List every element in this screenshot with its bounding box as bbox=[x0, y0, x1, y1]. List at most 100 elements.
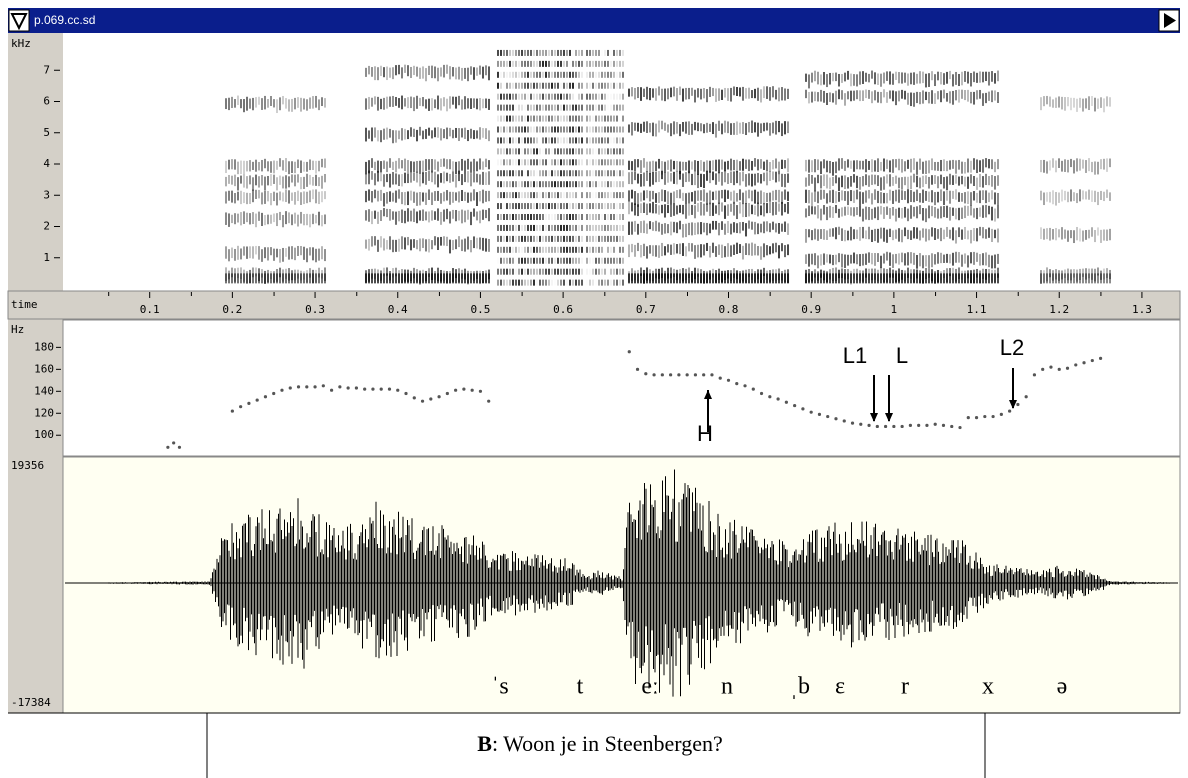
spectrogram-texture bbox=[554, 181, 556, 187]
spectrogram-texture bbox=[724, 121, 726, 133]
spectrogram-texture bbox=[425, 239, 427, 251]
spectrogram-texture bbox=[838, 89, 840, 99]
spectrogram-texture bbox=[473, 159, 475, 171]
spectrogram-texture bbox=[823, 273, 825, 283]
pitch-point bbox=[958, 426, 961, 429]
spectrogram-texture bbox=[673, 172, 675, 184]
spectrogram-texture bbox=[967, 90, 969, 102]
spectrogram-texture bbox=[434, 236, 436, 245]
spectrogram-texture bbox=[781, 123, 783, 136]
spectrogram-texture bbox=[446, 159, 448, 169]
spectrogram-texture bbox=[709, 87, 711, 97]
transcription-symbol: ˈs bbox=[491, 674, 508, 700]
spectrogram-texture bbox=[560, 137, 562, 143]
spectrogram-texture bbox=[979, 254, 981, 266]
spectrogram-texture bbox=[533, 148, 535, 154]
spectrogram-texture bbox=[961, 193, 963, 202]
spectrogram-texture bbox=[640, 193, 642, 202]
spectrogram-texture bbox=[832, 228, 834, 236]
spectrogram-texture bbox=[497, 170, 499, 176]
spectrogram-texture bbox=[838, 227, 840, 235]
spectrogram-texture bbox=[928, 73, 930, 87]
spectrogram-texture bbox=[1067, 192, 1069, 202]
spectrogram-texture bbox=[1043, 96, 1045, 106]
spectrogram-texture bbox=[545, 269, 547, 275]
spectrogram-texture bbox=[578, 127, 580, 133]
spectrogram-texture bbox=[443, 192, 445, 202]
spectrogram-texture bbox=[237, 192, 239, 201]
spectrogram-texture bbox=[700, 222, 702, 234]
spectrogram-texture bbox=[661, 161, 663, 175]
spectrogram-texture bbox=[557, 50, 559, 56]
spectrogram-texture bbox=[634, 203, 636, 215]
spectrogram-texture bbox=[946, 206, 948, 218]
spectrogram-texture bbox=[745, 174, 747, 187]
spectrogram-texture bbox=[1067, 97, 1069, 106]
spectrogram-texture bbox=[706, 171, 708, 181]
spectrogram-texture bbox=[970, 161, 972, 173]
spectrogram-texture bbox=[589, 225, 591, 231]
spectrogram-texture bbox=[655, 172, 657, 183]
spectrogram-texture bbox=[976, 273, 978, 283]
spectrogram-texture bbox=[503, 105, 505, 111]
spectrogram-texture bbox=[485, 172, 487, 185]
spectrogram-texture bbox=[407, 65, 409, 76]
spectrogram-texture bbox=[874, 189, 876, 200]
spectrogram-texture bbox=[560, 258, 562, 264]
spectrogram-texture bbox=[237, 214, 239, 223]
spectrogram-texture bbox=[637, 159, 639, 167]
waveform-max: 19356 bbox=[11, 459, 44, 472]
spectrogram-texture bbox=[267, 161, 269, 171]
spectrogram-texture bbox=[455, 128, 457, 138]
spectrogram-texture bbox=[1082, 273, 1084, 283]
spectrogram-texture bbox=[841, 254, 843, 268]
spectrogram-texture bbox=[862, 254, 864, 266]
spectrogram-texture bbox=[560, 181, 562, 187]
spectrogram-texture bbox=[595, 72, 597, 78]
spectrogram-texture bbox=[542, 181, 544, 187]
spectrogram-texture bbox=[706, 223, 708, 235]
pitch-point bbox=[1000, 413, 1003, 416]
spectrogram-texture bbox=[847, 177, 849, 188]
spectrogram-texture bbox=[988, 206, 990, 215]
spectrogram-texture bbox=[994, 230, 996, 238]
spectrogram-texture bbox=[542, 61, 544, 67]
spectrogram-texture bbox=[464, 68, 466, 79]
spectrogram-texture bbox=[545, 116, 547, 122]
spectrogram-texture bbox=[643, 202, 645, 213]
spectrogram-texture bbox=[589, 127, 591, 133]
spectrogram-texture bbox=[1082, 231, 1084, 242]
spectrogram-texture bbox=[318, 161, 320, 172]
spectrogram-texture bbox=[578, 159, 580, 165]
spectrogram-texture bbox=[613, 159, 615, 165]
spectrogram-texture bbox=[554, 170, 556, 176]
spectrogram-texture bbox=[443, 129, 445, 138]
spectrogram-texture bbox=[452, 273, 454, 283]
spectrogram-texture bbox=[309, 273, 311, 283]
spectrogram-texture bbox=[524, 236, 526, 242]
spectrogram-texture bbox=[733, 123, 735, 135]
spectrogram-texture bbox=[578, 72, 580, 78]
y-tick-label: 100 bbox=[34, 428, 54, 441]
spectrogram-texture bbox=[569, 225, 571, 231]
spectrogram-texture bbox=[670, 173, 672, 182]
spectrogram-texture bbox=[829, 161, 831, 173]
spectrogram-texture bbox=[569, 116, 571, 122]
spectrogram-texture bbox=[850, 273, 852, 283]
spectrogram-texture bbox=[691, 88, 693, 96]
spectrogram-texture bbox=[548, 280, 550, 286]
spectrogram-texture bbox=[718, 88, 720, 100]
spectrogram-texture bbox=[787, 273, 789, 283]
spectrogram-texture bbox=[374, 173, 376, 185]
spectrogram-texture bbox=[886, 206, 888, 214]
spectrogram-texture bbox=[808, 254, 810, 267]
spectrogram-texture bbox=[814, 177, 816, 191]
spectrogram-texture bbox=[883, 73, 885, 84]
spectrogram-texture bbox=[619, 258, 621, 264]
spectrogram-texture bbox=[536, 83, 538, 89]
spectrogram-texture bbox=[688, 243, 690, 251]
spectrogram-texture bbox=[282, 177, 284, 189]
spectrogram-texture bbox=[898, 273, 900, 283]
spectrogram-texture bbox=[404, 173, 406, 183]
spectrogram-texture bbox=[670, 222, 672, 236]
